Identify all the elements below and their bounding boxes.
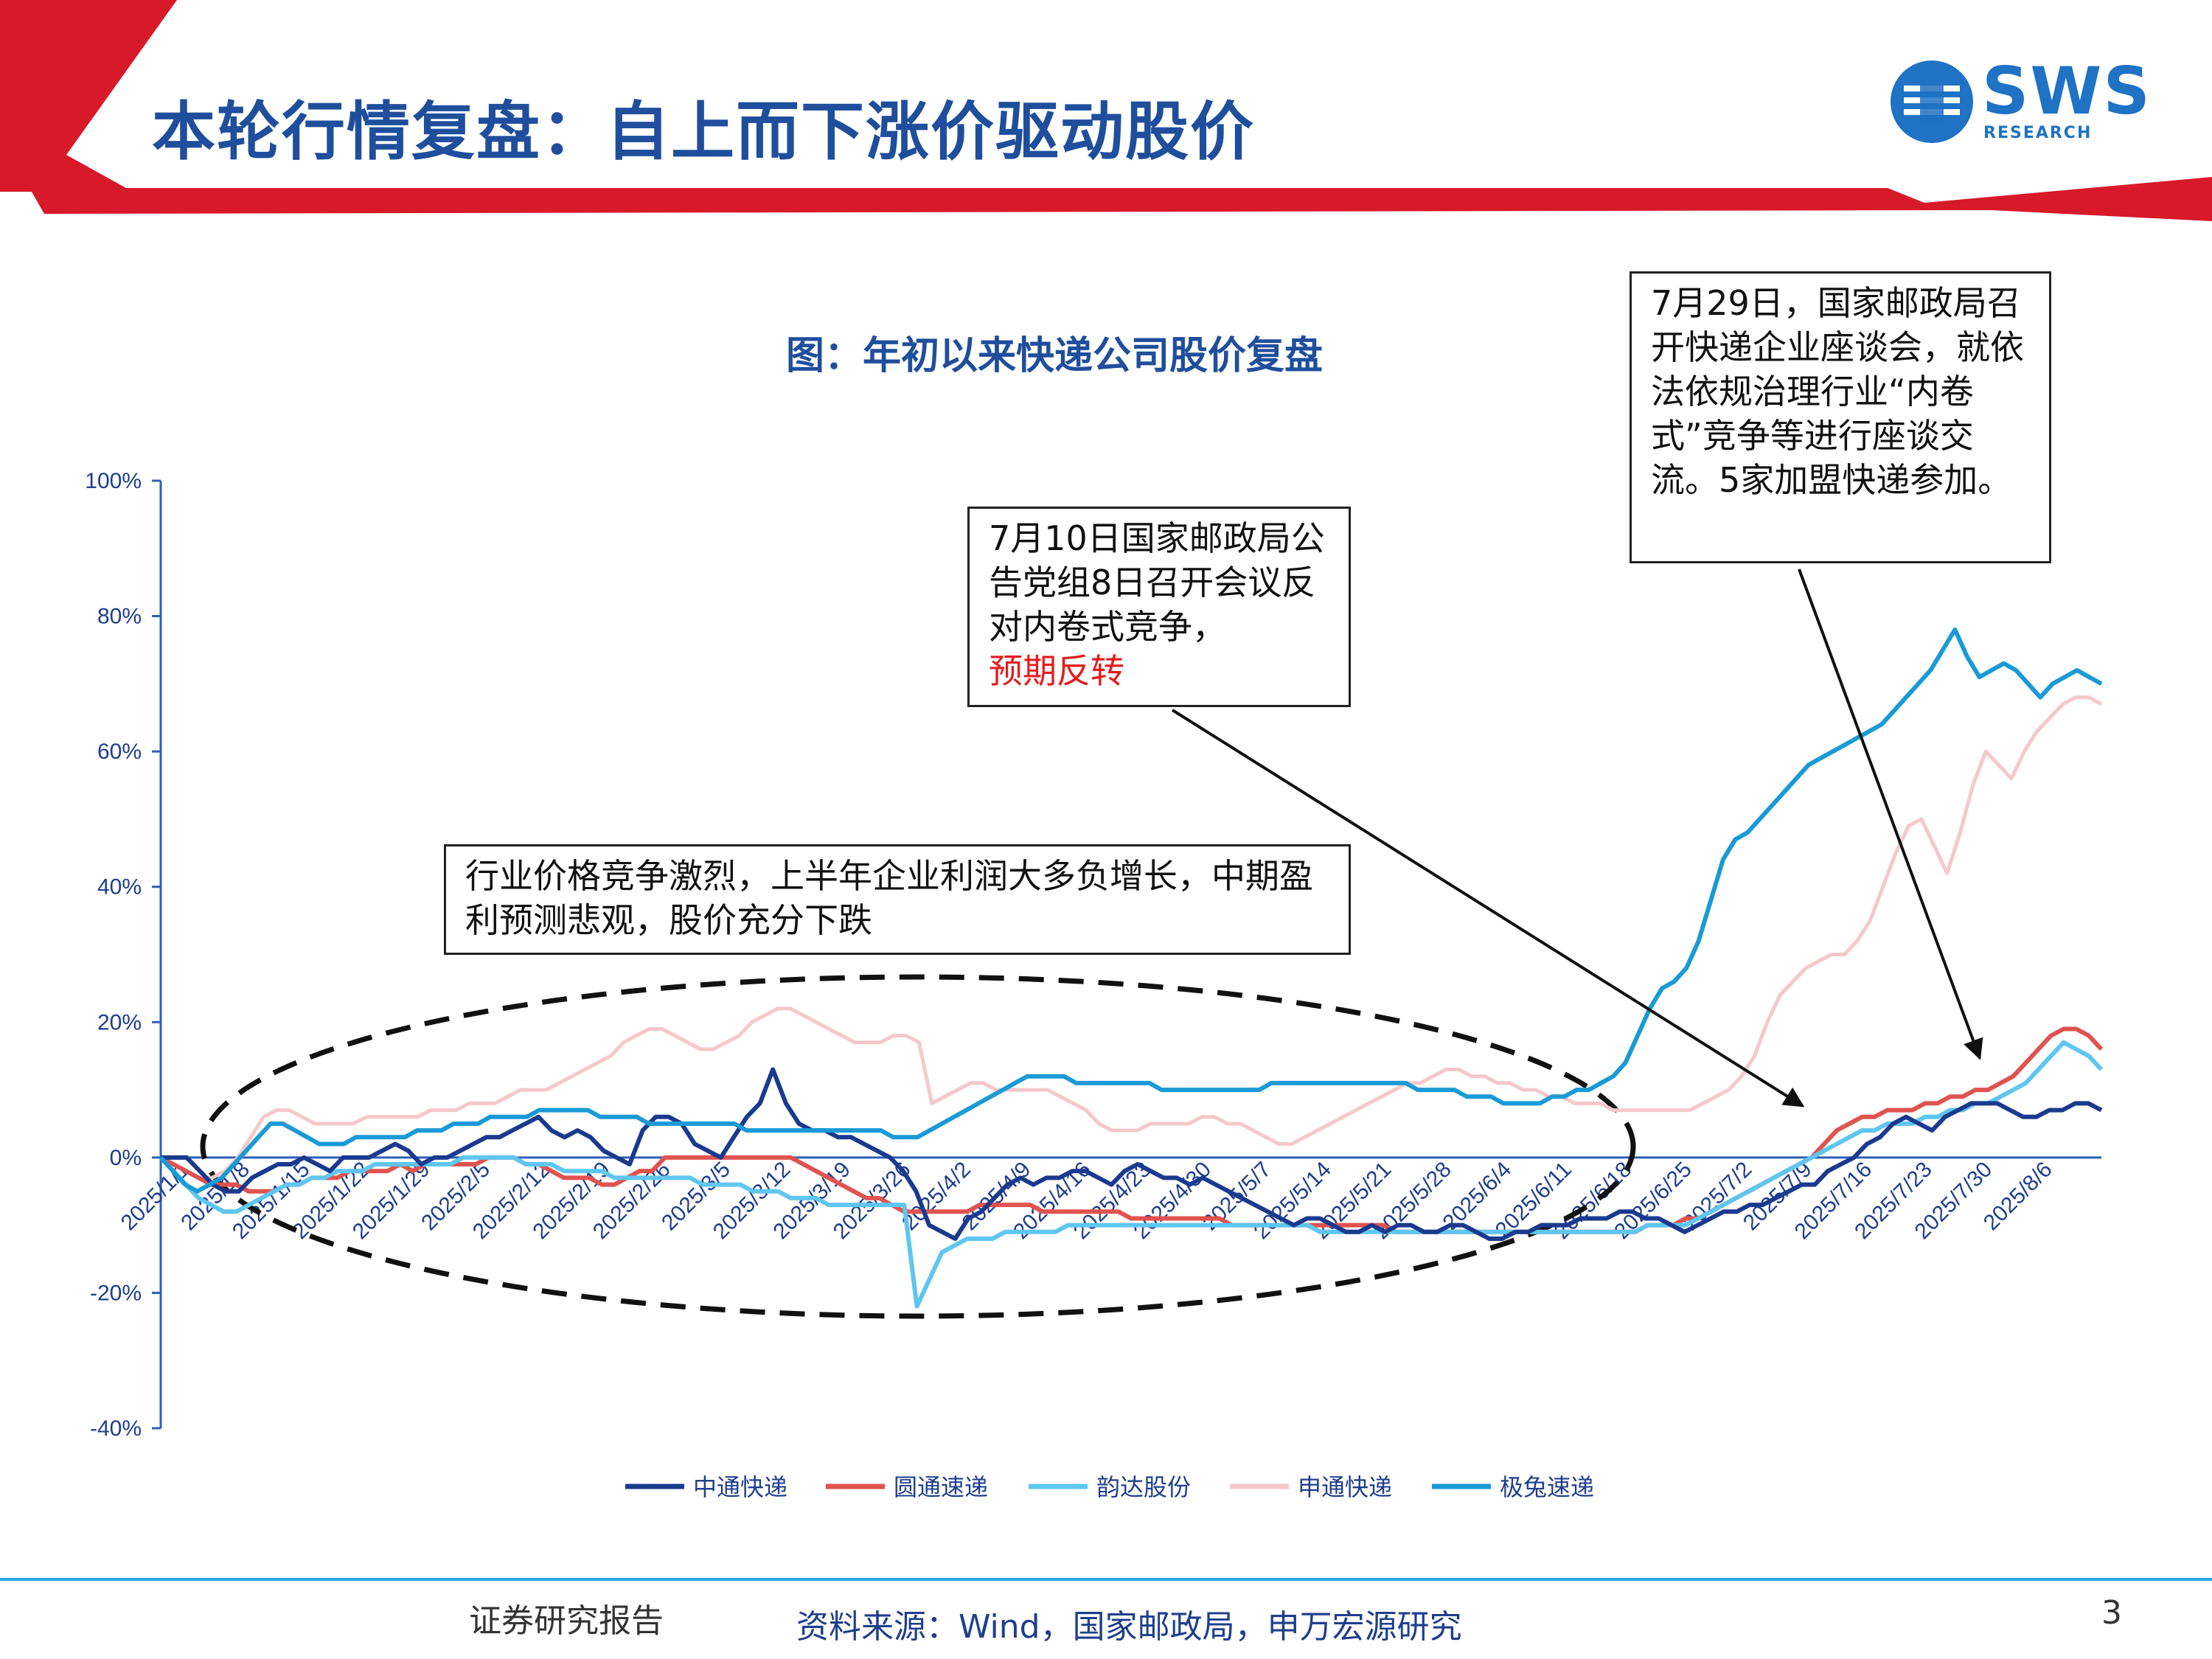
annotation-july-10-text: 7月10日国家邮政局公告党组8日召开会议反对内卷式竞争， (989, 518, 1325, 647)
annotation-july-10-highlight: 预期反转 (989, 651, 1124, 691)
footer-report-label: 证券研究报告 (469, 1602, 664, 1640)
legend-label: 韵达股份 (1096, 1474, 1191, 1500)
slide-title: 本轮行情复盘：自上而下涨价驱动股价 (152, 95, 1255, 169)
arrow-july-10 (1171, 709, 1805, 1107)
footer-source: 资料来源：Wind，国家邮政局，申万宏源研究 (796, 1608, 1462, 1646)
chart-title: 图：年初以来快递公司股价复盘 (785, 334, 1323, 378)
series-line-0 (161, 1067, 2103, 1241)
header-banner (0, 0, 2212, 229)
y-tick-label: 60% (97, 740, 142, 764)
series-line-3 (159, 695, 2103, 1180)
logo-mark-icon (1891, 60, 1973, 143)
y-tick-label: 40% (97, 875, 142, 900)
y-tick-label: 0% (110, 1146, 142, 1170)
footer-divider (0, 1578, 2212, 1581)
annotation-july-10: 7月10日国家邮政局公告党组8日召开会议反对内卷式竞争， 预期反转 (967, 507, 1351, 707)
y-tick-label: 100% (85, 469, 142, 493)
y-tick-label: 20% (97, 1010, 142, 1034)
annotation-price-competition: 行业价格竞争激烈，上半年企业利润大多负增长，中期盈利预测悲观，股价充分下跌 (444, 844, 1351, 955)
page-number: 3 (2101, 1594, 2122, 1632)
y-tick-label: 80% (97, 605, 142, 629)
arrow-july-29 (1798, 568, 1983, 1060)
legend-label: 圆通速递 (894, 1474, 988, 1500)
logo-text: SWS (1982, 53, 2152, 129)
legend-label: 中通快递 (693, 1474, 787, 1500)
legend-label: 申通快递 (1298, 1474, 1392, 1500)
sws-logo: SWS RESEARCH (1888, 53, 2168, 153)
header-red-stripe (29, 177, 2212, 221)
legend-label: 极兔速递 (1500, 1474, 1594, 1500)
header-shape (0, 0, 2212, 221)
dashed-ellipse-highlight (200, 974, 1636, 1319)
series-line-2 (159, 1040, 2104, 1309)
y-tick-label: -20% (90, 1281, 142, 1305)
annotation-july-29: 7月29日，国家邮政局召开快递企业座谈会，就依法依规治理行业“内卷式”竞争等进行… (1630, 271, 2051, 563)
header-red-wedge (0, 0, 177, 192)
logo-subtext: RESEARCH (1983, 124, 2093, 142)
series-line-4 (159, 627, 2103, 1194)
y-tick-label: -40% (90, 1416, 142, 1441)
